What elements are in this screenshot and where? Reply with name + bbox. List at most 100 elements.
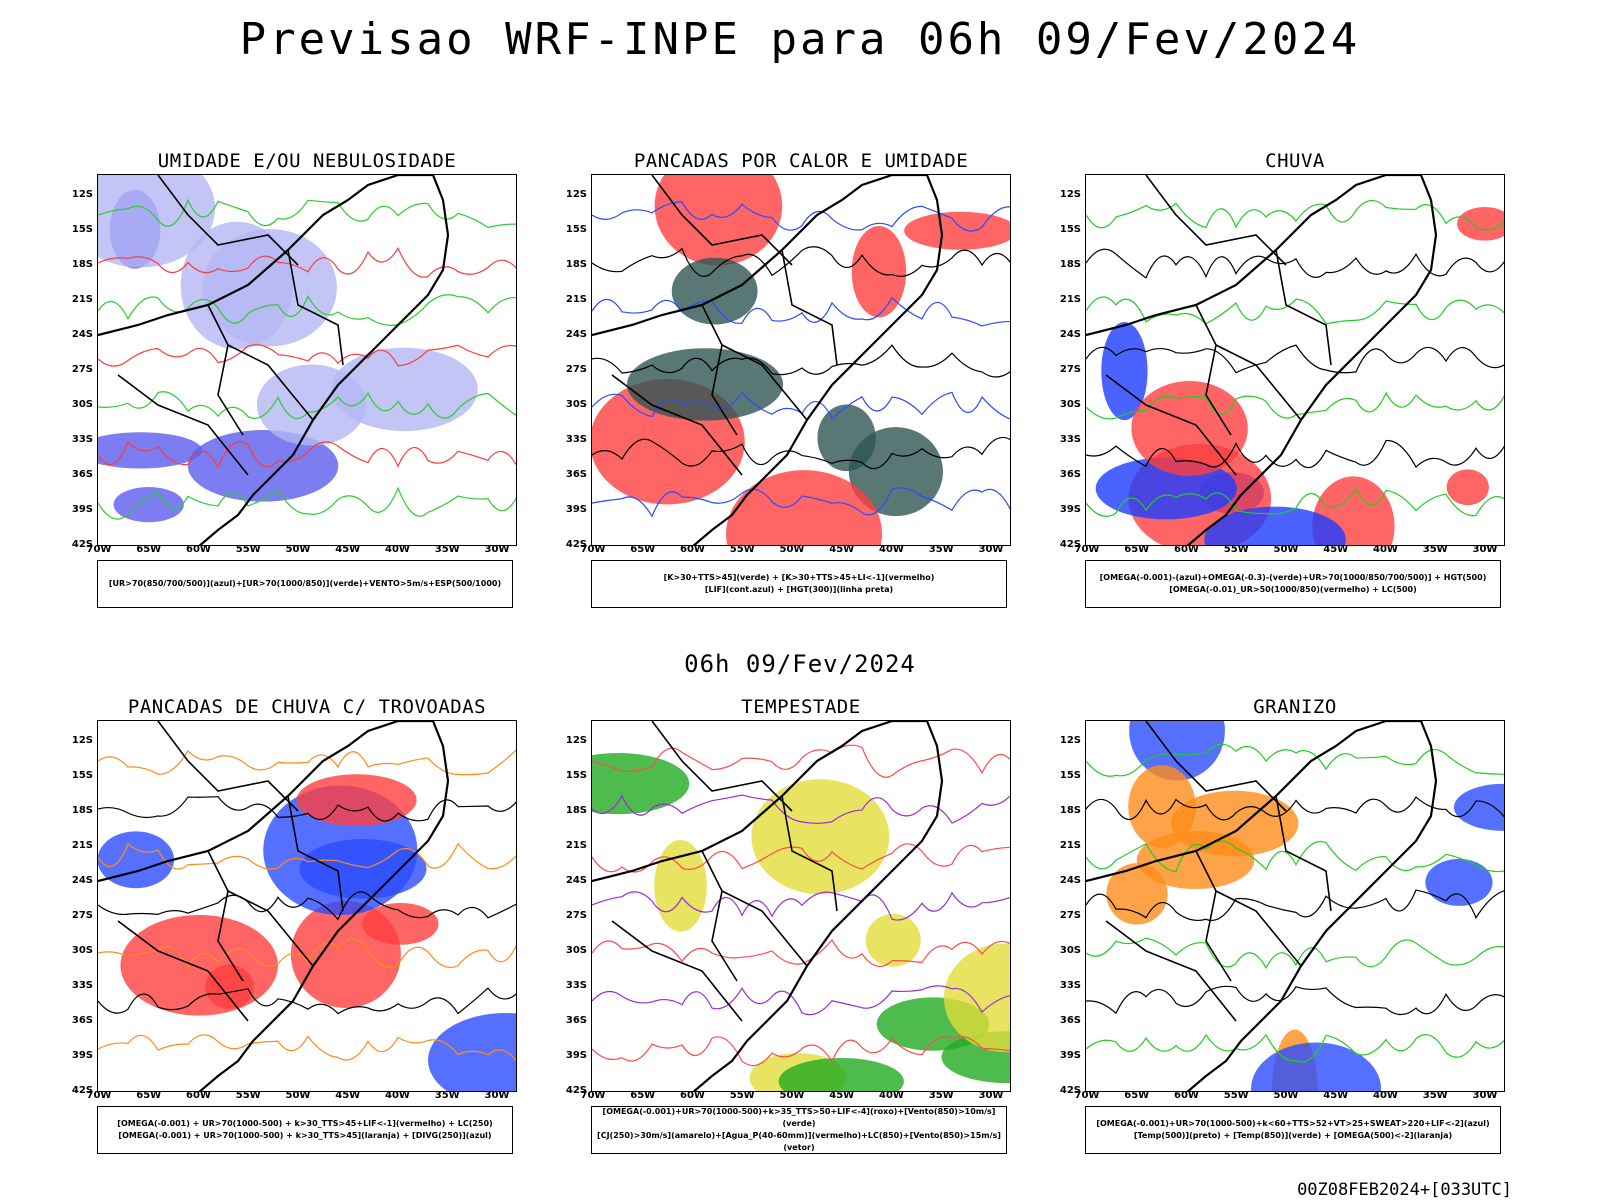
contour-line (1086, 344, 1504, 374)
lat-tick-label: 39S (565, 1050, 587, 1061)
country-border (611, 374, 743, 476)
lat-tick-label: 27S (71, 910, 93, 921)
lat-tick-label: 12S (565, 189, 587, 200)
lat-tick-label: 30S (565, 399, 587, 410)
lon-tick-label: 55W (729, 1090, 755, 1101)
contour-lines (1086, 199, 1504, 517)
panel-title: UMIDADE E/OU NEBULOSIDADE (157, 150, 457, 172)
contour-line (98, 891, 516, 921)
shaded-area (1171, 790, 1299, 857)
country-border (781, 795, 838, 912)
lat-tick-label: 27S (565, 364, 587, 375)
lon-tick-label: 30W (484, 1090, 510, 1101)
weather-map (1085, 720, 1505, 1092)
shaded-area (113, 487, 184, 523)
country-border (721, 344, 808, 421)
contour-line (592, 891, 1010, 921)
lon-tick-label: 35W (1422, 1090, 1448, 1101)
lat-tick-label: 24S (1059, 329, 1081, 340)
lat-tick-label: 36S (71, 1015, 93, 1026)
shaded-area (205, 964, 254, 1009)
lon-tick-label: 65W (136, 1090, 162, 1101)
shaded-area (1106, 863, 1168, 925)
contour-line (1086, 248, 1504, 279)
coastline (592, 175, 944, 545)
shaded-areas (592, 753, 1010, 1091)
map-canvas (1086, 721, 1504, 1091)
country-border (157, 721, 299, 812)
lon-tick-label: 50W (779, 544, 805, 555)
contour-line (98, 842, 516, 870)
lat-tick-label: 27S (71, 364, 93, 375)
lon-tick-label: 50W (1273, 544, 1299, 555)
panel-legend: [OMEGA(-0.001)+UR>70(1000-500)+k>35_TTS>… (591, 1106, 1007, 1154)
lon-tick-label: 35W (434, 544, 460, 555)
contour-line (98, 1034, 516, 1062)
panel-tempestade: TEMPESTADE [OMEGA(-0.001)+UR>70(1000-500… (566, 696, 1011, 1154)
shaded-area (1425, 858, 1493, 906)
lat-tick-label: 12S (1059, 189, 1081, 200)
lon-tick-label: 60W (680, 544, 705, 555)
contour-line (1086, 439, 1504, 469)
contour-line (1086, 487, 1504, 517)
lat-tick-label: 39S (565, 504, 587, 515)
coastline (1086, 721, 1438, 1091)
panel-legend: [UR>70(850/700/500)](azul)+[UR>70(1000/8… (97, 560, 513, 608)
contour-line (1086, 296, 1504, 325)
country-border (1215, 890, 1302, 967)
shaded-area (428, 1013, 516, 1091)
lon-tick-label: 30W (978, 544, 1004, 555)
lon-tick-label: 70W (86, 544, 112, 555)
panel-granizo: GRANIZO [OMEGA(-0.001)+UR>70(1000-500)+k… (1060, 696, 1505, 1154)
contour-line (98, 938, 516, 970)
shaded-area (362, 902, 439, 945)
country-border (1215, 344, 1302, 421)
lat-tick-label: 18S (71, 805, 93, 816)
main-title: Previsao WRF-INPE para 06h 09/Fev/2024 (239, 14, 1361, 65)
lon-tick-label: 45W (335, 1090, 361, 1101)
shaded-area (180, 221, 294, 350)
legend-line: [OMEGA(-0.001) + UR>70(1000-500) + k>30_… (118, 1131, 492, 1140)
lat-tick-label: 27S (565, 910, 587, 921)
lat-tick-label: 18S (71, 259, 93, 270)
lon-tick-label: 30W (1472, 544, 1498, 555)
contour-line (98, 987, 516, 1015)
lon-tick-label: 55W (1223, 544, 1249, 555)
lat-tick-label: 39S (1059, 504, 1081, 515)
run-footer: 00Z08FEB2024+[033UTC] (1297, 1180, 1512, 1200)
shaded-area (1101, 322, 1148, 421)
panel-legend: [K>30+TTS>45](verde) + [K>30+TTS>45+LI<-… (591, 560, 1007, 608)
lon-tick-label: 65W (1124, 544, 1150, 555)
country-border (1105, 920, 1237, 1022)
forecast-time: 06h 09/Fev/2024 (684, 650, 916, 678)
lon-tick-label: 55W (235, 544, 261, 555)
country-border (157, 175, 299, 266)
lat-tick-label: 15S (1059, 770, 1081, 781)
lat-tick-label: 15S (71, 770, 93, 781)
panel-legend: [OMEGA(-0.001)-(azul)+OMEGA(-0.3)-(verde… (1085, 560, 1501, 608)
country-border (1275, 795, 1332, 912)
shaded-area (904, 211, 1010, 250)
shaded-area (654, 175, 783, 266)
lon-tick-label: 50W (779, 1090, 805, 1101)
lat-tick-label: 39S (71, 1050, 93, 1061)
lon-tick-label: 65W (630, 1090, 656, 1101)
legend-line: [UR>70(850/700/500)](azul)+[UR>70(1000/8… (108, 579, 502, 588)
lon-tick-label: 70W (580, 1090, 606, 1101)
country-border (781, 249, 838, 366)
contour-line (98, 486, 516, 520)
shaded-area (1251, 1042, 1382, 1091)
country-border (1145, 721, 1287, 812)
lon-tick-label: 40W (879, 544, 904, 555)
contour-line (592, 843, 1010, 873)
country-border (1105, 374, 1237, 476)
lon-tick-label: 45W (335, 544, 361, 555)
contour-line (1086, 937, 1504, 970)
country-border (227, 890, 314, 967)
country-border (287, 249, 344, 366)
shaded-area (98, 175, 216, 268)
lat-tick-label: 36S (1059, 469, 1081, 480)
lat-tick-label: 27S (1059, 910, 1081, 921)
lat-tick-label: 18S (1059, 259, 1081, 270)
map-canvas (592, 175, 1010, 545)
